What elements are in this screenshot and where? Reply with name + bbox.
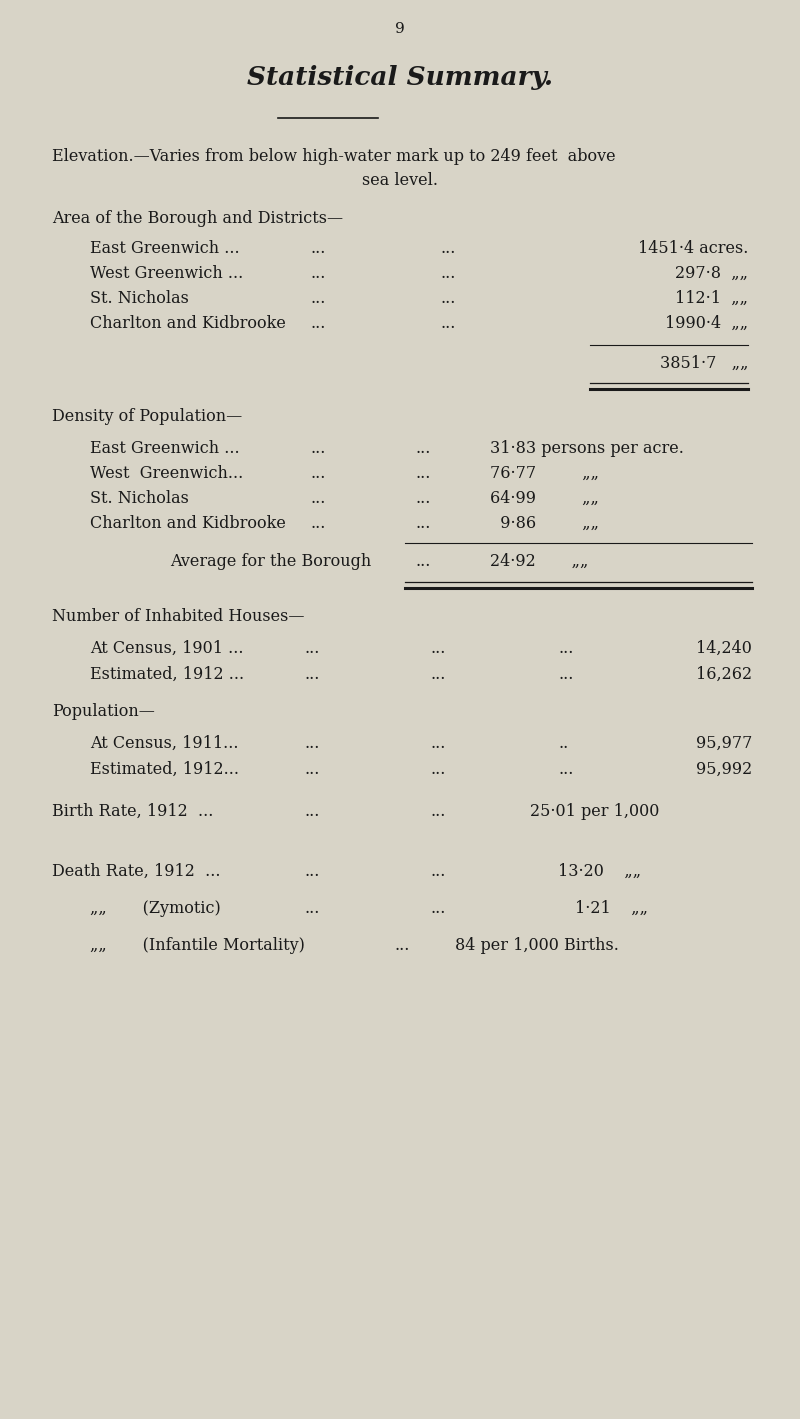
Text: ...: ...	[415, 490, 430, 507]
Text: At Census, 1911...: At Census, 1911...	[90, 735, 238, 752]
Text: ...: ...	[310, 265, 326, 282]
Text: 297·8  „„: 297·8 „„	[675, 265, 748, 282]
Text: ...: ...	[430, 735, 446, 752]
Text: ...: ...	[430, 640, 446, 657]
Text: 95,992: 95,992	[696, 761, 752, 778]
Text: „„       (Infantile Mortality): „„ (Infantile Mortality)	[90, 937, 305, 954]
Text: 76·77         „„: 76·77 „„	[490, 465, 599, 482]
Text: ...: ...	[310, 440, 326, 457]
Text: ...: ...	[305, 900, 320, 917]
Text: sea level.: sea level.	[362, 172, 438, 189]
Text: 1990·4  „„: 1990·4 „„	[665, 315, 748, 332]
Text: ...: ...	[558, 640, 574, 657]
Text: ...: ...	[305, 803, 320, 820]
Text: ...: ...	[430, 666, 446, 683]
Text: East Greenwich ...: East Greenwich ...	[90, 440, 240, 457]
Text: ...: ...	[430, 863, 446, 880]
Text: St. Nicholas: St. Nicholas	[90, 289, 189, 307]
Text: Number of Inhabited Houses—: Number of Inhabited Houses—	[52, 607, 305, 624]
Text: ...: ...	[430, 900, 446, 917]
Text: 1451·4 acres.: 1451·4 acres.	[638, 240, 748, 257]
Text: ...: ...	[305, 761, 320, 778]
Text: ...: ...	[440, 265, 455, 282]
Text: East Greenwich ...: East Greenwich ...	[90, 240, 240, 257]
Text: At Census, 1901 ...: At Census, 1901 ...	[90, 640, 243, 657]
Text: Elevation.—Varies from below high-water mark up to 249 feet  above: Elevation.—Varies from below high-water …	[52, 148, 616, 165]
Text: ..: ..	[558, 735, 568, 752]
Text: 24·92       „„: 24·92 „„	[490, 553, 588, 570]
Text: 112·1  „„: 112·1 „„	[675, 289, 748, 307]
Text: ...: ...	[305, 863, 320, 880]
Text: ...: ...	[440, 240, 455, 257]
Text: ...: ...	[305, 735, 320, 752]
Text: ...: ...	[310, 515, 326, 532]
Text: ...: ...	[310, 315, 326, 332]
Text: Average for the Borough: Average for the Borough	[170, 553, 371, 570]
Text: Charlton and Kidbrooke: Charlton and Kidbrooke	[90, 315, 286, 332]
Text: ...: ...	[310, 465, 326, 482]
Text: 95,977: 95,977	[696, 735, 752, 752]
Text: Estimated, 1912 ...: Estimated, 1912 ...	[90, 666, 244, 683]
Text: ...: ...	[310, 289, 326, 307]
Text: West  Greenwich...: West Greenwich...	[90, 465, 243, 482]
Text: 13·20    „„: 13·20 „„	[558, 863, 641, 880]
Text: ...: ...	[395, 937, 410, 954]
Text: ...: ...	[305, 640, 320, 657]
Text: Estimated, 1912...: Estimated, 1912...	[90, 761, 239, 778]
Text: Birth Rate, 1912  ...: Birth Rate, 1912 ...	[52, 803, 214, 820]
Text: 84 per 1,000 Births.: 84 per 1,000 Births.	[455, 937, 619, 954]
Text: 31·83 persons per acre.: 31·83 persons per acre.	[490, 440, 684, 457]
Text: „„       (Zymotic): „„ (Zymotic)	[90, 900, 221, 917]
Text: Death Rate, 1912  ...: Death Rate, 1912 ...	[52, 863, 221, 880]
Text: ...: ...	[558, 666, 574, 683]
Text: ...: ...	[430, 761, 446, 778]
Text: ...: ...	[415, 465, 430, 482]
Text: Population—: Population—	[52, 702, 155, 719]
Text: ...: ...	[310, 240, 326, 257]
Text: 25·01 per 1,000: 25·01 per 1,000	[530, 803, 659, 820]
Text: ...: ...	[415, 440, 430, 457]
Text: West Greenwich ...: West Greenwich ...	[90, 265, 243, 282]
Text: ...: ...	[415, 515, 430, 532]
Text: ...: ...	[305, 666, 320, 683]
Text: ...: ...	[440, 315, 455, 332]
Text: Statistical Summary.: Statistical Summary.	[247, 65, 553, 89]
Text: Area of the Borough and Districts—: Area of the Borough and Districts—	[52, 210, 343, 227]
Text: 16,262: 16,262	[696, 666, 752, 683]
Text: ...: ...	[310, 490, 326, 507]
Text: ...: ...	[440, 289, 455, 307]
Text: ...: ...	[430, 803, 446, 820]
Text: ...: ...	[415, 553, 430, 570]
Text: Charlton and Kidbrooke: Charlton and Kidbrooke	[90, 515, 286, 532]
Text: ...: ...	[558, 761, 574, 778]
Text: 9: 9	[395, 23, 405, 35]
Text: St. Nicholas: St. Nicholas	[90, 490, 189, 507]
Text: 14,240: 14,240	[696, 640, 752, 657]
Text: Density of Population—: Density of Population—	[52, 409, 242, 426]
Text: 9·86         „„: 9·86 „„	[490, 515, 599, 532]
Text: 1·21    „„: 1·21 „„	[575, 900, 648, 917]
Text: 64·99         „„: 64·99 „„	[490, 490, 599, 507]
Text: 3851·7   „„: 3851·7 „„	[659, 355, 748, 372]
